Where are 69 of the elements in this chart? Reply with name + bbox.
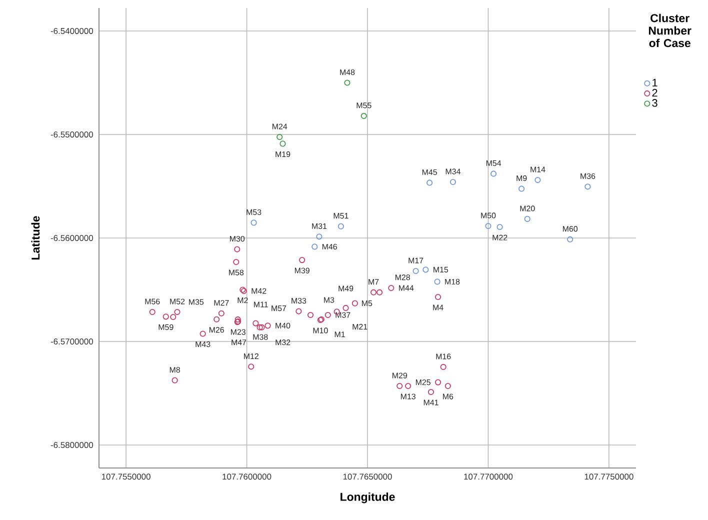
point [496, 224, 503, 230]
x-tick-label: 107.7750000 [584, 474, 634, 480]
point [490, 170, 497, 177]
x-axis-title: Longitude [340, 492, 395, 504]
point [422, 266, 429, 273]
point [258, 324, 265, 330]
point [344, 80, 350, 86]
point [233, 258, 240, 266]
point [352, 300, 358, 306]
point [428, 388, 434, 396]
point [307, 312, 314, 318]
point [342, 304, 349, 312]
point [162, 314, 169, 320]
point [299, 257, 306, 264]
point [280, 140, 286, 147]
point [360, 112, 367, 119]
point [250, 220, 257, 226]
point [405, 382, 412, 390]
legend-label: 3 [652, 99, 658, 107]
legend-title: Cluster Number of Case [648, 14, 692, 48]
y-axis-title: Latitude [31, 216, 40, 260]
point [518, 186, 525, 192]
point [248, 364, 254, 370]
point [234, 316, 241, 322]
point [312, 244, 318, 250]
point [252, 320, 259, 326]
point [264, 322, 271, 329]
point [338, 223, 344, 230]
point [316, 234, 322, 240]
point [324, 312, 331, 318]
point [584, 184, 591, 190]
y-tick-label: -6.5400000 [50, 28, 94, 34]
point [214, 316, 220, 322]
point [172, 377, 178, 384]
point [534, 176, 541, 184]
point [434, 278, 440, 285]
point [376, 289, 383, 296]
point [444, 382, 451, 390]
y-tick-label: -6.5600000 [50, 235, 94, 241]
point [388, 284, 394, 292]
point [396, 382, 403, 390]
point [370, 289, 377, 296]
x-tick-label: 107.7600000 [222, 474, 272, 480]
point [450, 178, 456, 186]
y-tick-label: -6.5800000 [50, 442, 94, 448]
point [434, 379, 442, 386]
point [434, 294, 442, 300]
point [485, 222, 492, 230]
legend-label: 2 [652, 88, 658, 97]
point [149, 308, 156, 316]
x-tick-label: 107.7550000 [102, 474, 150, 480]
point [256, 324, 263, 330]
point [200, 330, 206, 337]
point [218, 310, 224, 316]
point [296, 308, 302, 314]
point [276, 134, 283, 140]
x-tick-label: 107.7700000 [464, 474, 513, 480]
point [412, 268, 419, 274]
y-tick-label: -6.5700000 [50, 338, 94, 344]
legend-label: 1 [652, 78, 658, 86]
point [440, 364, 446, 370]
point [170, 314, 176, 320]
point [567, 236, 574, 242]
point [174, 308, 180, 316]
point [524, 216, 530, 222]
x-tick-label: 107.7650000 [343, 474, 392, 480]
point [426, 180, 433, 186]
y-tick-label: -6.5500000 [50, 131, 94, 138]
point [234, 246, 240, 252]
